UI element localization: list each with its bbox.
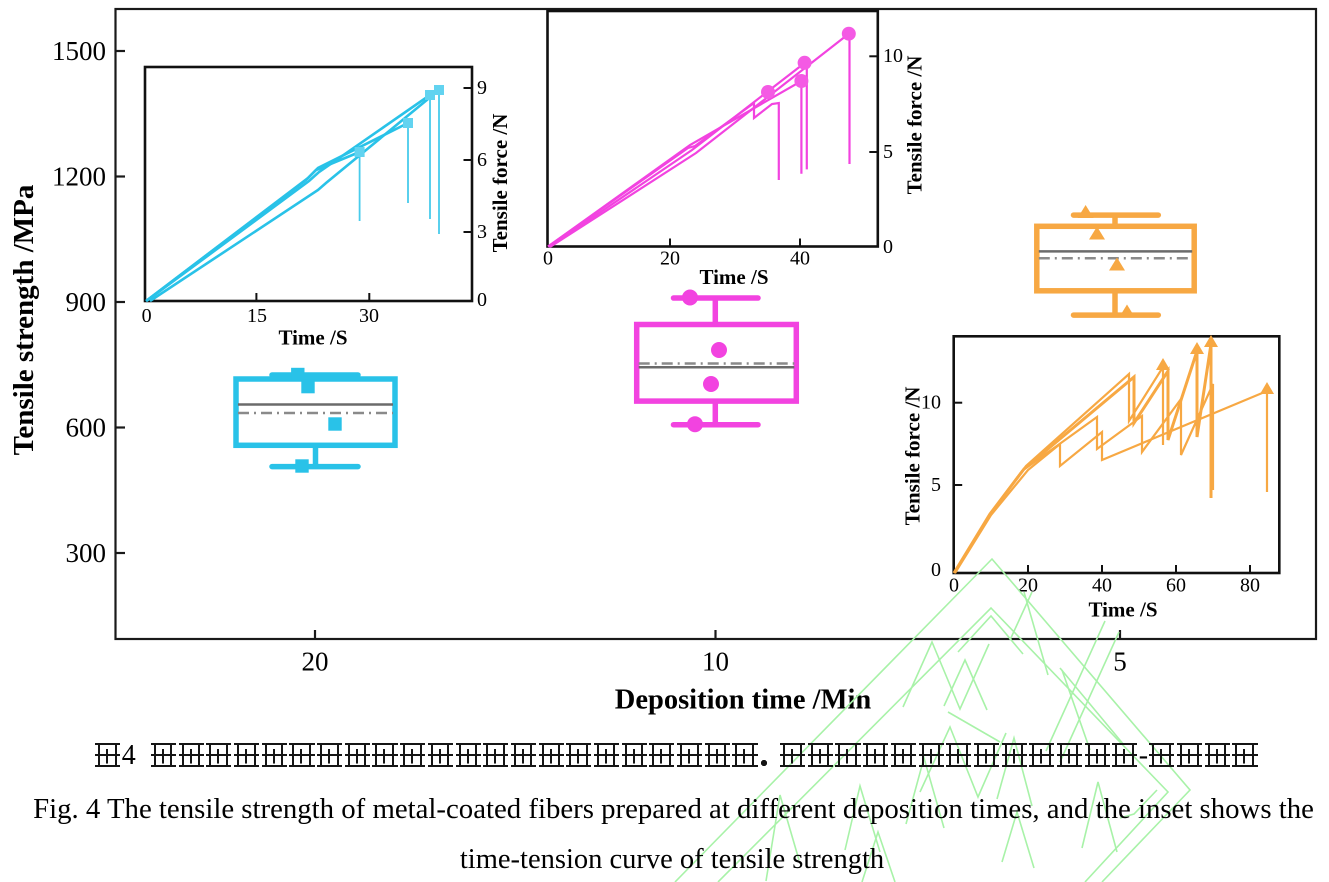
svg-text:10: 10: [883, 45, 903, 67]
svg-text:6: 6: [477, 149, 487, 171]
svg-text:3: 3: [477, 221, 487, 243]
svg-text:Time /S: Time /S: [278, 326, 347, 350]
svg-text:5: 5: [931, 474, 941, 496]
svg-text:900: 900: [66, 287, 107, 317]
svg-text:60: 60: [1166, 575, 1186, 597]
svg-text:0: 0: [142, 305, 152, 327]
svg-text:Tensile force /N: Tensile force /N: [488, 114, 512, 253]
svg-text:300: 300: [66, 538, 107, 568]
svg-text:5: 5: [1113, 647, 1127, 677]
svg-text:600: 600: [66, 413, 107, 443]
svg-text:40: 40: [1092, 575, 1112, 597]
svg-text:Tensile force /N: Tensile force /N: [901, 387, 925, 526]
svg-text:1200: 1200: [52, 162, 106, 192]
svg-text:30: 30: [359, 305, 379, 327]
svg-text:5: 5: [883, 141, 893, 163]
svg-text:20: 20: [1018, 575, 1038, 597]
svg-text:20: 20: [302, 647, 329, 677]
svg-text:Time /S: Time /S: [699, 265, 768, 289]
svg-text:0: 0: [883, 236, 893, 258]
svg-text:15: 15: [247, 305, 267, 327]
svg-text:40: 40: [790, 248, 810, 270]
svg-text:10: 10: [702, 647, 729, 677]
svg-text:0: 0: [949, 575, 959, 597]
svg-text:10: 10: [921, 392, 941, 414]
svg-text:0: 0: [543, 248, 553, 270]
svg-text:Tensile force /N: Tensile force /N: [903, 56, 927, 195]
svg-text:0: 0: [931, 559, 941, 581]
svg-text:0: 0: [477, 289, 487, 311]
svg-text:1500: 1500: [52, 36, 106, 66]
svg-text:20: 20: [660, 248, 680, 270]
svg-text:Deposition time /Min: Deposition time /Min: [615, 685, 872, 716]
svg-text:Time /S: Time /S: [1088, 598, 1157, 622]
svg-text:80: 80: [1240, 575, 1260, 597]
svg-text:9: 9: [477, 77, 487, 99]
svg-text:Tensile strength /MPa: Tensile strength /MPa: [8, 184, 40, 455]
